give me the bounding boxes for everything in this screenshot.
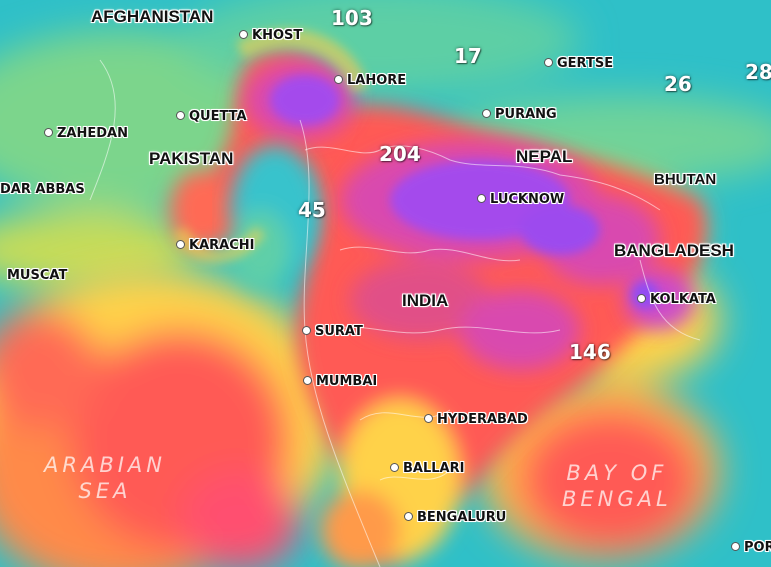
city-marker-lahore[interactable]: LAHORE xyxy=(334,74,406,87)
aqi-reading[interactable]: 146 xyxy=(569,340,611,364)
city-marker-bandar-abbas[interactable]: DAR ABBAS xyxy=(0,182,85,197)
city-dot-icon xyxy=(239,30,248,39)
city-dot-icon xyxy=(390,463,399,472)
city-marker-muscat[interactable]: MUSCAT xyxy=(7,268,68,283)
city-dot-icon xyxy=(637,294,646,303)
city-dot-icon xyxy=(731,542,740,551)
city-marker-gertse[interactable]: GERTSE xyxy=(544,57,613,70)
city-dot-icon xyxy=(303,376,312,385)
country-label-bangladesh: BANGLADESH xyxy=(614,241,734,260)
city-marker-purang[interactable]: PURANG xyxy=(482,108,557,121)
country-label-india: INDIA xyxy=(402,291,449,310)
city-marker-khost[interactable]: KHOST xyxy=(239,29,302,42)
city-marker-kolkata[interactable]: KOLKATA xyxy=(637,293,716,306)
city-dot-icon xyxy=(482,109,491,118)
city-marker-quetta[interactable]: QUETTA xyxy=(176,110,247,123)
city-marker-ballari[interactable]: BALLARI xyxy=(390,462,464,475)
city-dot-icon xyxy=(404,512,413,521)
city-dot-icon xyxy=(544,58,553,67)
aqi-reading[interactable]: 28 xyxy=(745,60,771,84)
city-dot-icon xyxy=(176,240,185,249)
country-label-afghanistan: AFGHANISTAN xyxy=(91,7,214,26)
aqi-reading[interactable]: 45 xyxy=(298,198,326,222)
water-label-bay-of-bengal: BAY OF BENGAL xyxy=(562,461,672,512)
city-marker-hyderabad[interactable]: HYDERABAD xyxy=(424,413,528,426)
city-dot-icon xyxy=(176,111,185,120)
city-marker-karachi[interactable]: KARACHI xyxy=(176,239,254,252)
city-dot-icon xyxy=(302,326,311,335)
city-dot-icon xyxy=(44,128,53,137)
aqi-reading[interactable]: 17 xyxy=(454,44,482,68)
country-label-bhutan: BHUTAN xyxy=(654,171,717,188)
country-label-nepal: NEPAL xyxy=(516,147,573,166)
city-marker-lucknow[interactable]: LUCKNOW xyxy=(477,193,564,206)
aqi-reading[interactable]: 204 xyxy=(379,142,421,166)
aqi-reading[interactable]: 26 xyxy=(664,72,692,96)
city-marker-zahedan[interactable]: ZAHEDAN xyxy=(44,127,128,140)
city-marker-bengaluru[interactable]: BENGALURU xyxy=(404,511,506,524)
city-marker-port[interactable]: POR xyxy=(731,541,771,554)
city-marker-mumbai[interactable]: MUMBAI xyxy=(303,375,377,388)
water-label-arabian-sea: ARABIAN SEA xyxy=(44,453,166,504)
aqi-reading[interactable]: 103 xyxy=(331,6,373,30)
country-label-pakistan: PAKISTAN xyxy=(149,149,234,168)
city-dot-icon xyxy=(424,414,433,423)
city-dot-icon xyxy=(477,194,486,203)
city-dot-icon xyxy=(334,75,343,84)
city-marker-surat[interactable]: SURAT xyxy=(302,325,363,338)
